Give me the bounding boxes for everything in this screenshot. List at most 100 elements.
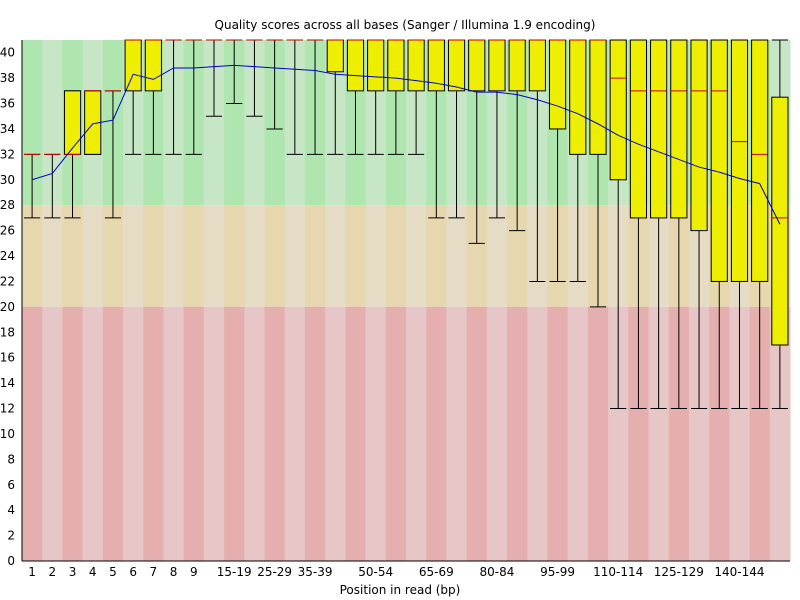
zone-good-stripe <box>203 40 225 206</box>
x-tick-label: 110-114 <box>593 565 643 579</box>
zone-reasonable-stripe <box>62 205 84 307</box>
x-tick-label: 3 <box>69 565 77 579</box>
zone-reasonable-stripe <box>365 205 387 307</box>
zone-poor-stripe <box>709 306 730 561</box>
chart-title: Quality scores across all bases (Sanger … <box>215 18 596 32</box>
y-tick-label: 34 <box>0 122 15 136</box>
y-tick-label: 24 <box>0 249 15 263</box>
y-tick-label: 38 <box>0 71 15 85</box>
zone-poor-stripe <box>648 306 670 561</box>
box-plot-135-139 <box>710 39 728 410</box>
y-tick-label: 20 <box>0 300 15 314</box>
x-tick-label: 9 <box>190 565 198 579</box>
box-plot-45-49 <box>346 39 365 155</box>
zone-reasonable-stripe <box>123 205 144 307</box>
iqr-box <box>387 39 405 92</box>
zone-poor-stripe <box>527 306 548 561</box>
zone-good-stripe <box>22 40 43 206</box>
zone-poor-stripe <box>264 306 286 561</box>
iqr-box <box>771 96 789 346</box>
x-tick-label: 6 <box>129 565 137 579</box>
zone-reasonable-stripe <box>42 205 63 307</box>
iqr-box <box>488 39 506 92</box>
x-tick-label: 80-84 <box>480 565 515 579</box>
iqr-box <box>710 39 728 282</box>
zone-good-stripe <box>42 40 63 206</box>
box-plot-100-104 <box>569 39 587 282</box>
box-plot-65-69 <box>427 39 445 219</box>
iqr-box <box>589 39 607 155</box>
zone-poor-stripe <box>729 306 751 561</box>
zone-reasonable-stripe <box>345 205 367 307</box>
zone-good-stripe <box>224 40 245 206</box>
y-tick-label: 4 <box>7 503 15 517</box>
y-tick-label: 40 <box>0 46 15 60</box>
y-tick-label: 28 <box>0 198 15 212</box>
zone-poor-stripe <box>668 306 690 561</box>
x-tick-label: 50-54 <box>358 565 393 579</box>
zone-poor-stripe <box>688 306 710 561</box>
x-axis-ticks: 1 2 3 4 5 6 7 8 9 15-19 25-29 35-39 50-54 65-69 80-84 9… <box>28 565 764 579</box>
zone-reasonable-stripe <box>22 205 43 307</box>
x-axis-label: Position in read (bp) <box>340 583 461 597</box>
x-tick-label: 25-29 <box>257 565 292 579</box>
x-tick-label: 1 <box>28 565 36 579</box>
x-tick-label: 5 <box>109 565 117 579</box>
zone-poor-stripe <box>42 306 63 561</box>
zone-poor-stripe <box>406 306 427 561</box>
y-tick-label: 16 <box>0 351 15 365</box>
zone-poor-stripe <box>608 306 629 561</box>
box-plot-115-119 <box>629 39 648 410</box>
iqr-box <box>367 39 385 92</box>
zone-reasonable-stripe <box>224 205 245 307</box>
zone-poor-stripe <box>143 306 164 561</box>
zone-poor-stripe <box>183 306 205 561</box>
x-tick-label: 8 <box>170 565 178 579</box>
box-plot-10-14 <box>205 39 223 117</box>
x-tick-label: 95-99 <box>540 565 575 579</box>
zone-reasonable-stripe <box>406 205 427 307</box>
box-plot-125-129 <box>670 39 688 410</box>
iqr-box <box>326 39 344 73</box>
zone-poor-stripe <box>163 306 185 561</box>
zone-poor-stripe <box>203 306 225 561</box>
zone-poor-stripe <box>446 306 468 561</box>
box-plot-110-114 <box>609 39 627 410</box>
x-tick-label: 7 <box>150 565 158 579</box>
iqr-box <box>407 39 425 92</box>
x-tick-label: 125-129 <box>654 565 704 579</box>
mean-line <box>31 64 781 225</box>
zone-poor-stripe <box>244 306 266 561</box>
iqr-box <box>528 39 546 92</box>
box-plot-40-44 <box>326 39 344 155</box>
box-plot-8 <box>165 39 182 155</box>
zone-poor-stripe <box>426 306 447 561</box>
y-tick-label: 36 <box>0 97 15 111</box>
zone-reasonable-stripe <box>284 205 306 307</box>
zone-poor-stripe <box>547 306 569 561</box>
zone-poor-stripe <box>345 306 367 561</box>
zone-poor-stripe <box>62 306 84 561</box>
box-plot-85-89 <box>508 39 526 232</box>
box-plot-60-64 <box>407 39 425 155</box>
zone-poor-stripe <box>769 306 791 561</box>
zone-poor-stripe <box>102 306 124 561</box>
zone-reasonable-stripe <box>304 205 326 307</box>
zone-poor-stripe <box>82 306 104 561</box>
box-plot-70-74 <box>447 39 466 219</box>
iqr-box <box>569 39 587 155</box>
zone-reasonable-stripe <box>143 205 164 307</box>
iqr-box <box>144 39 162 92</box>
zone-poor-stripe <box>466 306 488 561</box>
box-plot-30-34 <box>286 39 303 155</box>
y-tick-label: 12 <box>0 402 15 416</box>
iqr-box <box>124 39 142 92</box>
y-tick-label: 2 <box>7 529 15 543</box>
zone-poor-stripe <box>22 306 43 561</box>
iqr-box <box>508 39 526 92</box>
box-plot-6 <box>124 39 142 155</box>
zone-reasonable-stripe <box>325 205 346 307</box>
zone-poor-stripe <box>284 306 306 561</box>
zone-reasonable-stripe <box>244 205 266 307</box>
